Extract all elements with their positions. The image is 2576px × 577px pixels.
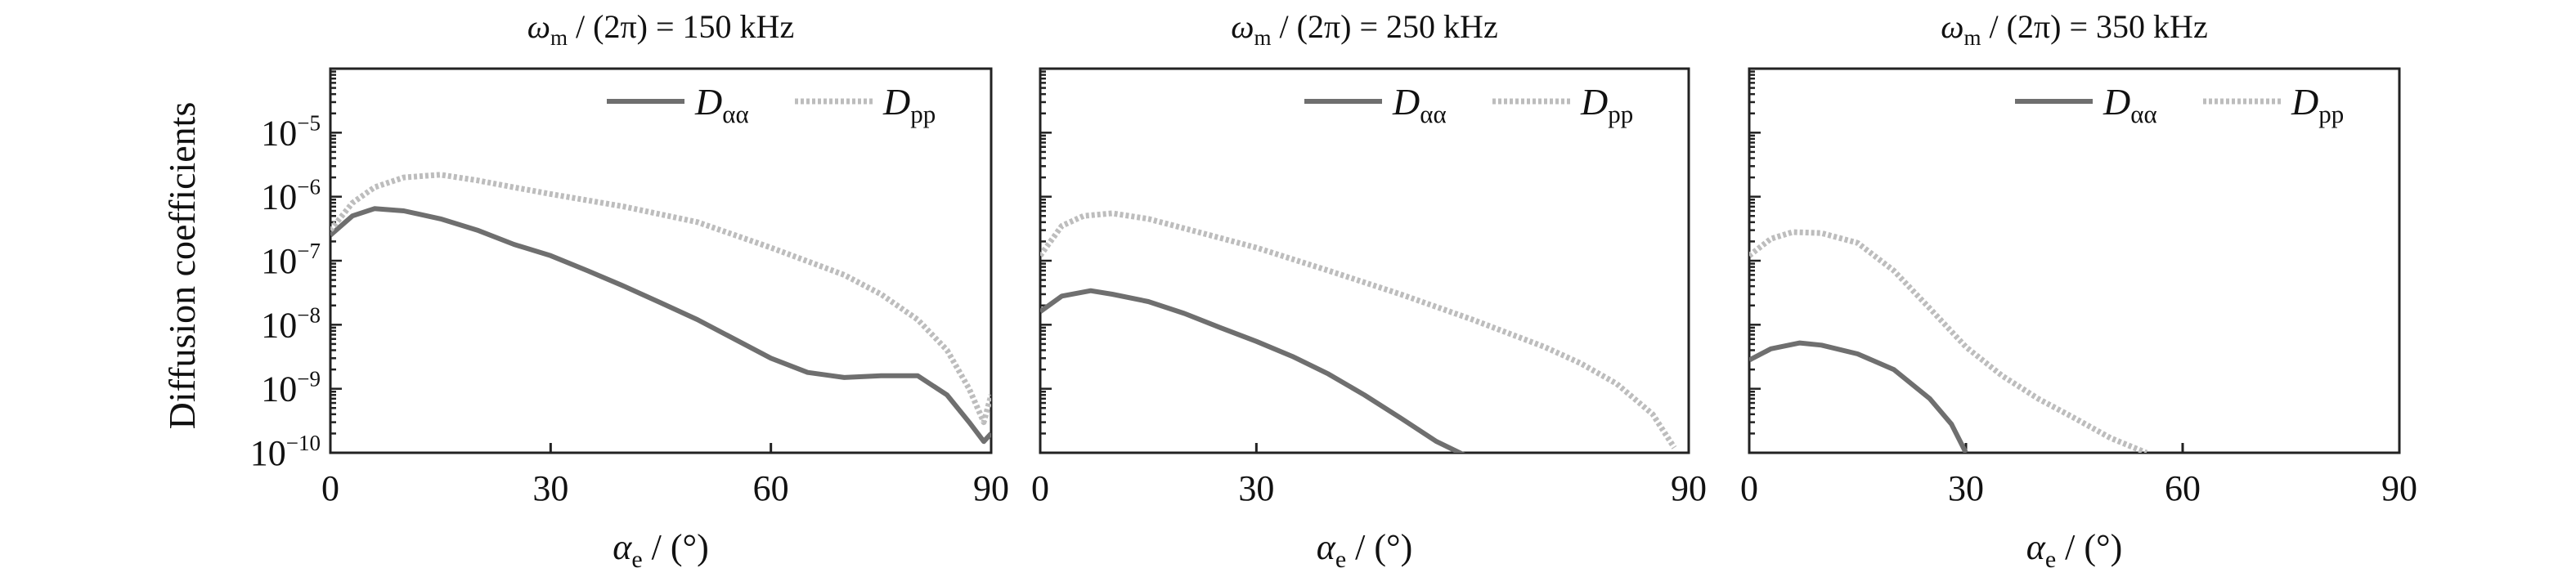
x-tick-label: 30 xyxy=(1948,468,1984,508)
x-tick-label: 0 xyxy=(1031,468,1049,508)
legend: Dαα Dpp xyxy=(1304,81,1633,128)
x-tick-label: 90 xyxy=(973,468,1009,508)
legend-label: Dαα xyxy=(694,81,749,128)
legend-label: Dpp xyxy=(1580,81,1633,128)
legend: Dαα Dpp xyxy=(2015,81,2344,128)
chart-title: ωm / (2π) = 250 kHz xyxy=(1231,8,1497,50)
x-tick-label: 30 xyxy=(532,468,568,508)
y-tick-label: 10−8 xyxy=(261,302,321,345)
chart-title: ωm / (2π) = 350 kHz xyxy=(1941,8,2207,50)
y-tick-label: 10−6 xyxy=(261,175,321,217)
legend: Dαα Dpp xyxy=(607,81,936,128)
legend-label: Dαα xyxy=(2103,81,2157,128)
y-tick-label: 10−10 xyxy=(250,431,321,473)
y-tick-label: 10−7 xyxy=(261,239,321,281)
x-axis-label: αe / (°) xyxy=(2026,527,2123,573)
series-line-daa xyxy=(1749,340,1968,453)
panels: ωm / (2π) = 150 kHz 0 30 60 90 10−10 10−9 10−8 1… xyxy=(250,8,2417,573)
legend-label: Dpp xyxy=(882,81,936,128)
y-tick-label: 10−9 xyxy=(261,367,321,409)
x-axis-label: αe / (°) xyxy=(613,527,709,573)
x-tick-label: 90 xyxy=(1671,468,1707,508)
y-tick-label: 10−5 xyxy=(261,110,321,153)
x-tick-label: 0 xyxy=(321,468,339,508)
legend-label: Dαα xyxy=(1392,81,1447,128)
chart-panel-2: ωm / (2π) = 250 kHz 0 30 90 αe / (°) Dαα Dpp xyxy=(1031,8,1707,573)
series-line-dpp xyxy=(1040,210,1677,450)
series-line-daa xyxy=(330,206,991,445)
x-axis-label: αe / (°) xyxy=(1317,527,1413,573)
x-tick-label: 90 xyxy=(2381,468,2417,508)
legend-label: Dpp xyxy=(2291,81,2344,128)
chart-title: ωm / (2π) = 150 kHz xyxy=(527,8,794,50)
x-tick-label: 60 xyxy=(753,468,789,508)
y-axis-label: Diffusion coefficients xyxy=(161,102,203,430)
chart-panel-1: ωm / (2π) = 150 kHz 0 30 60 90 10−10 10−9 10−8 1… xyxy=(250,8,1009,573)
x-tick-label: 30 xyxy=(1238,468,1274,508)
plot-frame xyxy=(1748,67,2401,454)
series-line-daa xyxy=(1040,288,1465,453)
series-line-dpp xyxy=(330,172,991,426)
chart-panel-3: ωm / (2π) = 350 kHz 0 30 60 90 αe / (°) Dαα Dpp xyxy=(1740,8,2417,573)
x-tick-label: 60 xyxy=(2165,468,2201,508)
series-line-dpp xyxy=(1749,229,2148,453)
plot-frame xyxy=(329,67,993,454)
x-tick-label: 0 xyxy=(1740,468,1758,508)
